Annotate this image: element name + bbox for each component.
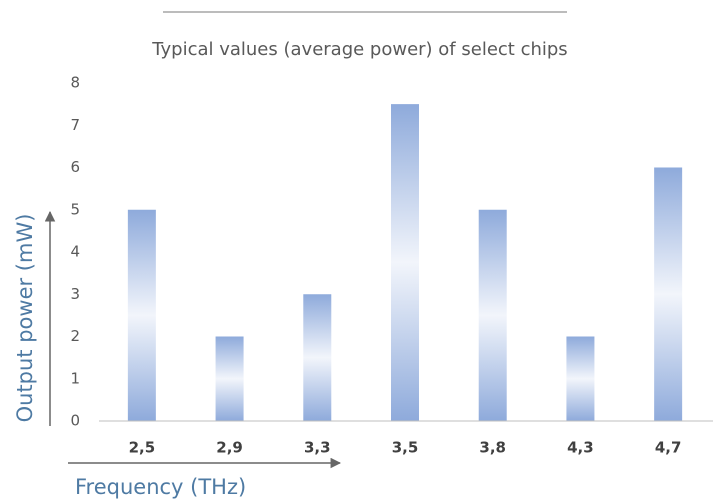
y-tick-label: 1 bbox=[70, 369, 80, 387]
x-axis-label: Frequency (THz) bbox=[75, 475, 246, 499]
x-tick-label: 3,3 bbox=[304, 439, 331, 457]
y-tick-label: 3 bbox=[70, 285, 80, 303]
bar bbox=[127, 209, 156, 421]
y-tick-label: 2 bbox=[70, 327, 80, 345]
x-tick-label: 2,5 bbox=[129, 439, 156, 457]
chart-title: Typical values (average power) of select… bbox=[151, 39, 567, 60]
y-tick-label: 7 bbox=[70, 116, 80, 134]
y-tick-label: 8 bbox=[70, 74, 80, 92]
bar bbox=[566, 336, 595, 421]
bar bbox=[303, 294, 332, 421]
x-tick-label: 4,3 bbox=[567, 439, 594, 457]
bar bbox=[654, 167, 683, 421]
y-tick-label: 4 bbox=[70, 243, 80, 261]
x-tick-label: 3,5 bbox=[392, 439, 419, 457]
bar bbox=[215, 336, 244, 421]
bar bbox=[391, 104, 419, 421]
y-axis-label: Output power (mW) bbox=[13, 214, 37, 423]
x-tick-label: 4,7 bbox=[655, 439, 682, 457]
y-tick-label: 6 bbox=[70, 158, 80, 176]
y-tick-label: 0 bbox=[70, 412, 80, 430]
y-tick-label: 5 bbox=[70, 200, 80, 218]
bar bbox=[478, 209, 507, 421]
x-tick-label: 3,8 bbox=[479, 439, 506, 457]
x-tick-label: 2,9 bbox=[216, 439, 243, 457]
